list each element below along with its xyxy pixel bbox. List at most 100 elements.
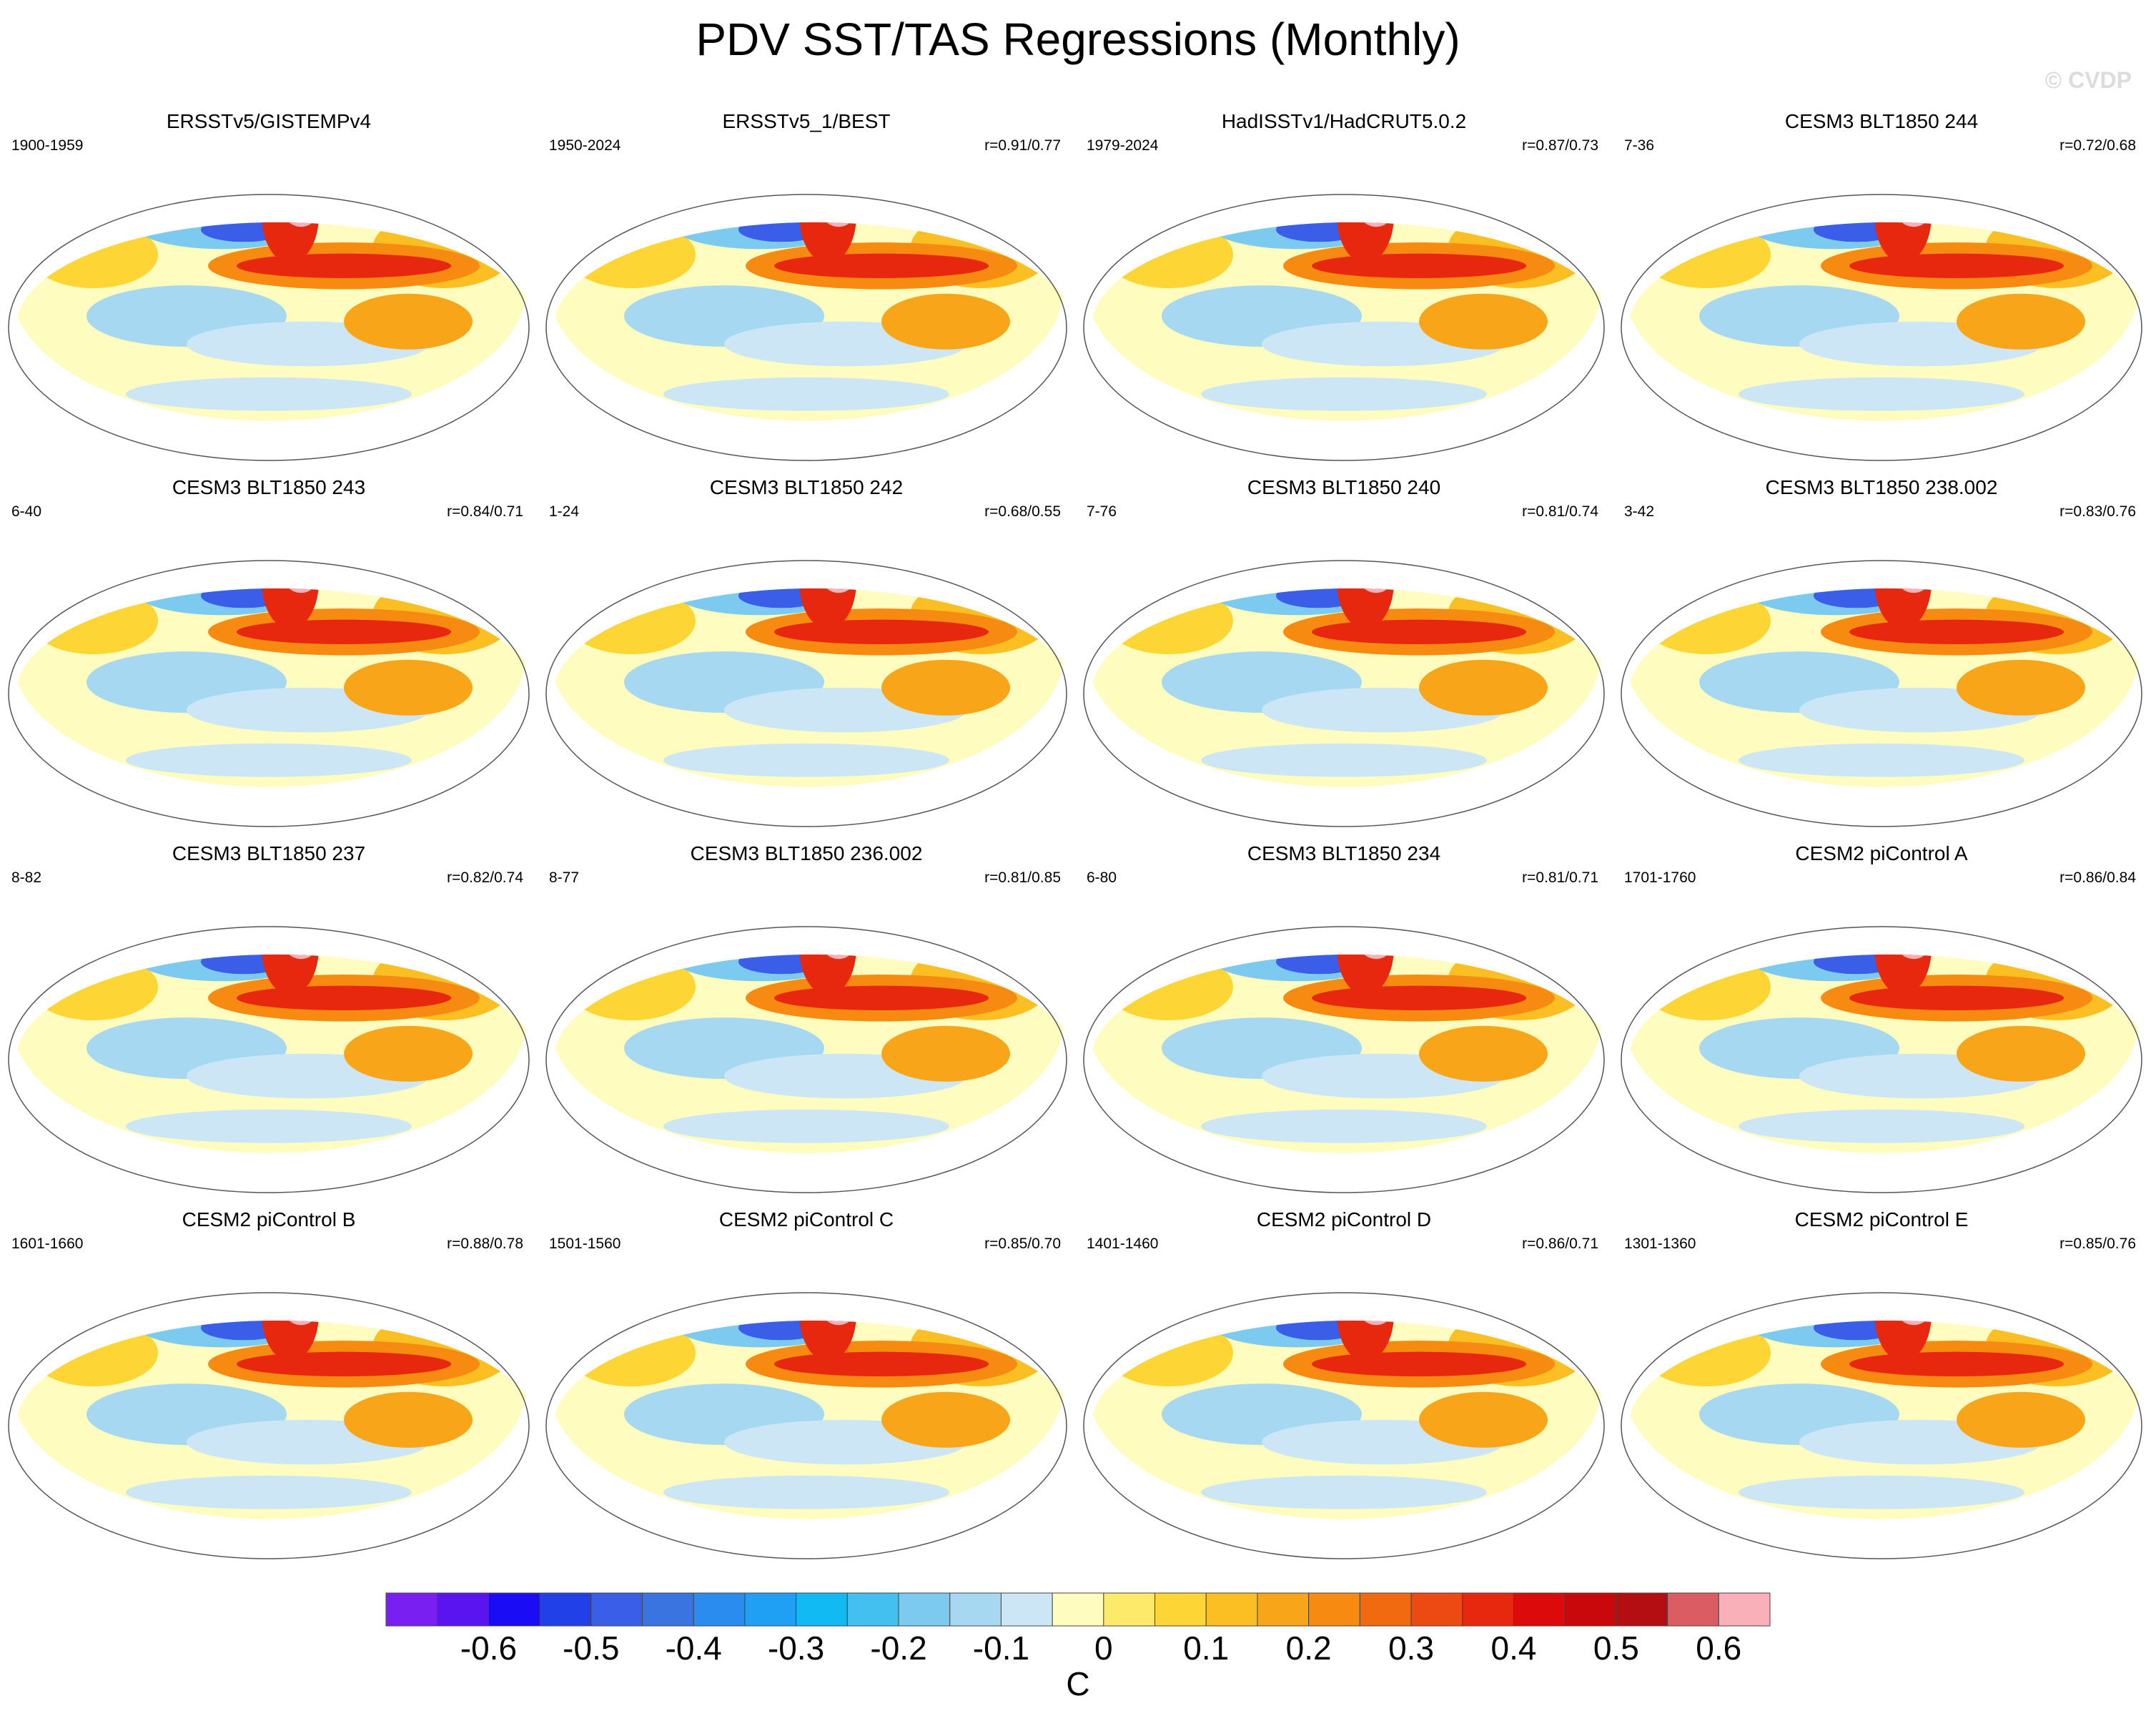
map-panel: CESM3 BLT1850 243 6-40 r=0.84/0.71: [0, 466, 538, 831]
anomaly-region: [1419, 1025, 1548, 1082]
anomaly-region: [1957, 1391, 2085, 1448]
anomaly-region: [1201, 377, 1487, 411]
map-panel: ERSSTv5/GISTEMPv4 1900-1959: [0, 100, 538, 465]
panel-title: CESM3 BLT1850 242: [709, 476, 904, 498]
anomaly-region: [1739, 743, 2024, 777]
panel-title: ERSSTv5/GISTEMPv4: [166, 110, 372, 132]
map-panel: CESM2 piControl B 1601-1660 r=0.88/0.78: [0, 1198, 538, 1563]
colorbar-swatch: [1205, 1592, 1258, 1627]
colorbar-swatch: [796, 1592, 848, 1627]
panel-years: 1701-1760: [1624, 869, 1696, 886]
colorbar-tick-label: -0.6: [460, 1629, 518, 1667]
panel-correlation: r=0.85/0.76: [2059, 1236, 2136, 1252]
panel-title: CESM3 BLT1850 240: [1247, 476, 1441, 498]
map-panel: ERSSTv5_1/BEST 1950-2024 r=0.91/0.77: [538, 100, 1075, 465]
panel-title: CESM2 piControl C: [718, 1208, 894, 1231]
colorbar-swatch: [1564, 1592, 1617, 1627]
map-border: [8, 560, 530, 827]
map-border: [545, 926, 1067, 1193]
anomaly-region: [1419, 659, 1548, 716]
colorbar-tick-label: 0.3: [1388, 1629, 1435, 1667]
panel-years: 1301-1360: [1624, 1236, 1696, 1252]
anomaly-region: [799, 954, 856, 995]
map-panel: CESM3 BLT1850 238.002 3-42 r=0.83/0.76: [1613, 466, 2150, 831]
colorbar-swatch: [1616, 1592, 1668, 1627]
colorbar-tick-label: 0.5: [1593, 1629, 1639, 1667]
panel-years: 7-76: [1087, 503, 1117, 520]
colorbar-swatch: [539, 1592, 592, 1627]
regression-map: [545, 1292, 1067, 1559]
panel-correlation: r=0.84/0.71: [447, 503, 523, 520]
map-border: [8, 1292, 530, 1559]
panel-title: CESM2 piControl E: [1794, 1208, 1969, 1231]
panel-correlation: r=0.83/0.76: [2059, 503, 2136, 520]
panel-correlation: r=0.72/0.68: [2059, 137, 2136, 154]
colorbar-tick-label: -0.4: [665, 1629, 722, 1667]
colorbar-swatch: [590, 1592, 643, 1627]
panel-years: 1601-1660: [11, 1236, 84, 1252]
anomaly-region: [1337, 954, 1394, 995]
regression-map: [545, 560, 1067, 827]
anomaly-region: [663, 1109, 949, 1143]
map-border: [1083, 560, 1605, 827]
map-border: [545, 560, 1067, 827]
anomaly-region: [344, 659, 473, 716]
anomaly-region: [1739, 1109, 2024, 1143]
anomaly-region: [799, 222, 856, 263]
anomaly-region: [126, 377, 412, 411]
colorbar-swatch: [693, 1592, 746, 1627]
anomaly-region: [881, 659, 1010, 716]
colorbar-tick-label: -0.1: [972, 1629, 1030, 1667]
regression-map: [1083, 194, 1605, 461]
map-panel: CESM3 BLT1850 236.002 8-77 r=0.81/0.85: [538, 832, 1075, 1197]
anomaly-region: [1337, 588, 1394, 629]
colorbar-tick-label: 0.1: [1183, 1629, 1230, 1667]
panel-years: 6-40: [11, 503, 42, 520]
anomaly-region: [799, 1320, 856, 1361]
anomaly-region: [1874, 588, 1932, 629]
map-border: [1083, 1292, 1605, 1559]
anomaly-region: [1739, 1475, 2024, 1509]
anomaly-region: [1739, 377, 2024, 411]
anomaly-region: [262, 1320, 319, 1361]
regression-map: [8, 1292, 530, 1559]
map-border: [1621, 1292, 2142, 1559]
colorbar-swatch: [1410, 1592, 1463, 1627]
colorbar-swatch: [488, 1592, 540, 1627]
regression-map: [1621, 1292, 2142, 1559]
map-border: [1621, 926, 2142, 1193]
map-panel: CESM2 piControl E 1301-1360 r=0.85/0.76: [1613, 1198, 2150, 1563]
regression-map: [8, 560, 530, 827]
panel-years: 6-80: [1087, 869, 1117, 886]
regression-map: [1083, 560, 1605, 827]
anomaly-region: [1201, 743, 1487, 777]
cvdp-watermark: © CVDP: [2044, 67, 2132, 93]
panel-years: 1401-1460: [1087, 1236, 1159, 1252]
colorbar-swatch: [949, 1592, 1002, 1627]
map-border: [1621, 194, 2142, 461]
panel-title: CESM3 BLT1850 238.002: [1765, 476, 1998, 498]
map-border: [1083, 926, 1605, 1193]
anomaly-region: [1201, 1109, 1487, 1143]
regression-map: [8, 194, 530, 461]
anomaly-region: [663, 1475, 949, 1509]
map-panel: CESM2 piControl A 1701-1760 r=0.86/0.84: [1613, 832, 2150, 1197]
anomaly-region: [262, 954, 319, 995]
regression-map: [1621, 560, 2142, 827]
anomaly-region: [1957, 293, 2085, 350]
panel-correlation: r=0.88/0.78: [447, 1236, 523, 1252]
map-panel: CESM2 piControl D 1401-1460 r=0.86/0.71: [1075, 1198, 1613, 1563]
panel-years: 8-82: [11, 869, 42, 886]
anomaly-region: [1874, 1320, 1932, 1361]
map-panel: CESM3 BLT1850 244 7-36 r=0.72/0.68: [1613, 100, 2150, 465]
colorbar-tick-label: 0.2: [1285, 1629, 1332, 1667]
colorbar-swatch: [1000, 1592, 1053, 1627]
colorbar-swatch: [1052, 1592, 1104, 1627]
colorbar-tick-label: 0.6: [1696, 1629, 1742, 1667]
anomaly-region: [262, 222, 319, 263]
anomaly-region: [1419, 293, 1548, 350]
map-panel: CESM2 piControl C 1501-1560 r=0.85/0.70: [538, 1198, 1075, 1563]
regression-map: [545, 194, 1067, 461]
colorbar-swatch: [1257, 1592, 1310, 1627]
anomaly-region: [881, 1391, 1010, 1448]
